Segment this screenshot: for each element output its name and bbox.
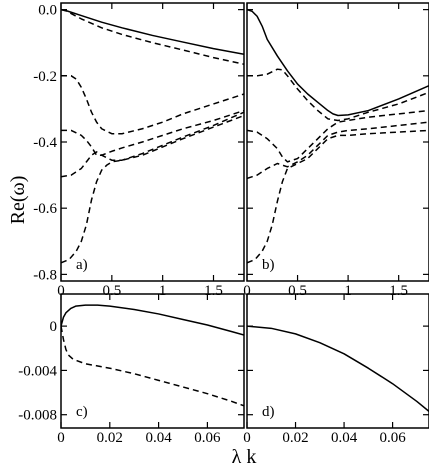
series-line-d-1 bbox=[247, 325, 429, 412]
x-tick-label-c: 0.06 bbox=[194, 430, 221, 446]
y-tick-label-a: -0.6 bbox=[33, 201, 57, 217]
series-line-a-1 bbox=[61, 8, 244, 56]
series-line-a-6 bbox=[61, 114, 244, 264]
series-line-a-5 bbox=[61, 111, 244, 178]
y-tick-label-a: 0.0 bbox=[38, 3, 57, 19]
x-tick-label-a: 1.5 bbox=[204, 283, 223, 299]
x-tick-label-b: 1.5 bbox=[389, 283, 408, 299]
panel-label-a: a) bbox=[76, 257, 88, 273]
panel-c: 0 0.02 0.04 0.06 0 -0.004 -0.008 c) bbox=[18, 293, 245, 446]
x-tick-label-a: 0.5 bbox=[102, 283, 121, 299]
x-tick-label-b: 0 bbox=[243, 283, 251, 299]
panel-frame-c bbox=[60, 293, 245, 429]
series-line-b-3 bbox=[247, 109, 429, 163]
series-line-a-3 bbox=[61, 75, 244, 135]
y-tick-label-a: -0.4 bbox=[33, 135, 57, 151]
y-tick-label-c: 0 bbox=[50, 319, 58, 335]
x-tick-label-c: 0.04 bbox=[145, 430, 172, 446]
x-tick-label-d: 0 bbox=[243, 430, 251, 446]
y-tick-label-a: -0.8 bbox=[33, 267, 57, 283]
series-line-c-1 bbox=[61, 304, 244, 336]
panel-b: 0 0.5 1 1.5 b) bbox=[243, 2, 429, 299]
x-tick-label-a: 1 bbox=[159, 283, 167, 299]
panel-label-d: d) bbox=[262, 404, 275, 420]
series-line-c-2 bbox=[61, 325, 244, 407]
x-tick-label-b: 1 bbox=[344, 283, 352, 299]
x-tick-label-c: 0.02 bbox=[97, 430, 123, 446]
x-axis-label: λ k bbox=[232, 446, 257, 468]
panel-a: 0 0.5 1 1.5 0.0 -0.2 -0.4 -0.6 -0.8 a) bbox=[33, 2, 245, 299]
series-line-a-2 bbox=[61, 8, 244, 65]
series-line-b-5 bbox=[247, 129, 429, 264]
series-line-a-4 bbox=[61, 109, 244, 156]
x-tick-label-c: 0 bbox=[57, 430, 65, 446]
panel-label-b: b) bbox=[262, 257, 275, 273]
series-line-b-1 bbox=[247, 8, 429, 117]
x-tick-label-d: 0.06 bbox=[379, 430, 406, 446]
series-line-b-2 bbox=[247, 68, 429, 122]
plot-area: 0 0.5 1 1.50.0-0.2-0.4-0.6-0.8a)0 0.5 1 1.5b)0… bbox=[18, 2, 429, 446]
panel-frame-d bbox=[246, 293, 429, 429]
series-line-b-4 bbox=[247, 121, 429, 180]
y-axis-label: Re(ω) bbox=[7, 176, 29, 225]
panel-label-c: c) bbox=[76, 404, 88, 420]
x-tick-label-a: 0 bbox=[57, 283, 65, 299]
y-tick-label-a: -0.2 bbox=[33, 69, 57, 85]
y-tick-label-c: -0.004 bbox=[18, 363, 57, 379]
panel-d: 0 0.02 0.04 0.06 d) bbox=[243, 293, 429, 446]
x-tick-label-d: 0.04 bbox=[331, 430, 358, 446]
y-tick-label-c: -0.008 bbox=[18, 408, 57, 424]
panel-frame-b bbox=[246, 2, 429, 282]
x-tick-label-b: 0.5 bbox=[288, 283, 307, 299]
x-tick-label-d: 0.02 bbox=[282, 430, 308, 446]
